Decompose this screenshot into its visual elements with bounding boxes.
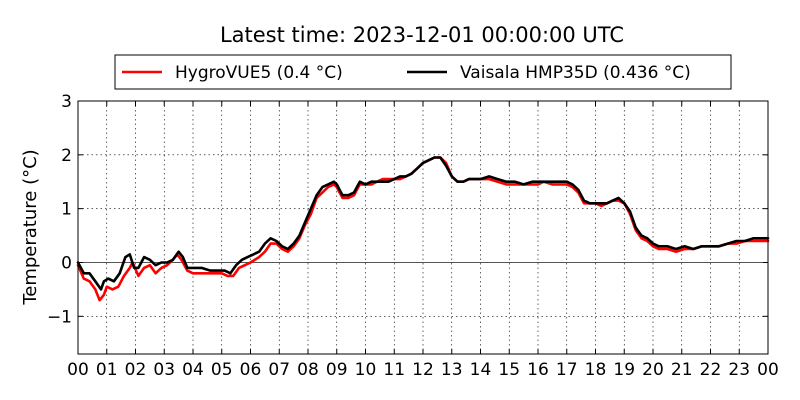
series-line-1 [76,156,770,291]
x-tick-label: 00 [757,360,779,380]
x-tick-label: 17 [556,360,578,380]
x-tick-label: 01 [96,360,118,380]
legend: HygroVUE5 (0.4 °C) Vaisala HMP35D (0.436… [114,54,732,90]
y-axis-label: Temperature (°C) [20,149,41,305]
x-tick-label: 10 [355,360,377,380]
x-tick-label: 18 [585,360,607,380]
y-tick-label: 0 [61,253,72,273]
x-tick-label: 12 [412,360,434,380]
x-tick-label: 22 [700,360,722,380]
x-tick-label: 13 [441,360,463,380]
x-tick-label: 05 [211,360,233,380]
x-tick-label: 11 [383,360,405,380]
x-tick-label: 03 [153,360,175,380]
y-tick-label: 2 [61,146,72,166]
series-lines [76,156,770,302]
legend-label-vaisala: Vaisala HMP35D (0.436 °C) [460,63,691,83]
x-tick-label: 04 [182,360,204,380]
x-tick-label: 20 [642,360,664,380]
x-tick-label: 21 [671,360,693,380]
x-tick-label: 16 [527,360,549,380]
y-tick-label: 1 [61,200,72,220]
x-tick-label: 09 [326,360,348,380]
x-tick-label: 23 [728,360,750,380]
x-tick-label: 08 [297,360,319,380]
x-tick-label: 06 [240,360,262,380]
x-tick-label: 00 [67,360,89,380]
x-tick-label: 15 [498,360,520,380]
legend-label-hygrovue5: HygroVUE5 (0.4 °C) [175,63,343,83]
y-tick-label: 3 [61,92,72,112]
axis-ticks: 00 01 02 03 04 05 06 07 08 09 10 11 12 13 14 15 16 17 18 19… [47,92,779,380]
x-tick-label: 14 [470,360,492,380]
chart-title: Latest time: 2023-12-01 00:00:00 UTC [220,23,624,47]
y-tick-label: −1 [47,307,72,327]
x-tick-label: 19 [613,360,635,380]
x-tick-label: 02 [125,360,147,380]
x-tick-label: 07 [268,360,290,380]
grid [78,101,768,354]
